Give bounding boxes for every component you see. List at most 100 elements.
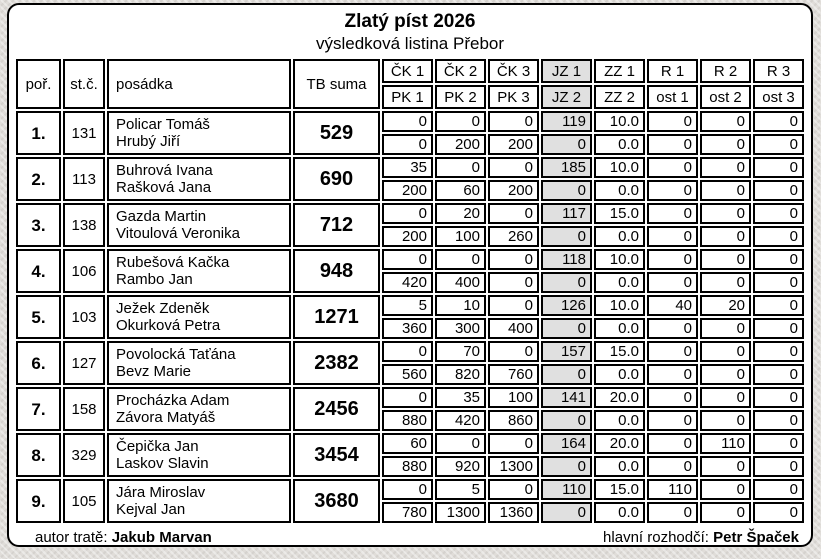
score-cell: 0 [488,203,539,224]
score-cell: 200 [488,134,539,155]
result-row: 9. 105 Jára Miroslav Kejval Jan 3680 0 5 0 110 15… [16,479,804,523]
score-cell: 0 [647,364,698,385]
crew-member-name: Laskov Slavin [116,455,209,472]
score-col-header: R 3 [753,59,804,83]
start-number-cell: 113 [63,157,105,201]
score-cell: 1360 [488,502,539,523]
rank-cell: 8. [16,433,61,477]
score-cell: 0 [541,410,592,431]
score-cell: 141 [541,387,592,408]
score-cell: 0 [753,203,804,224]
score-cell: 0.0 [594,272,645,293]
score-cell: 20.0 [594,433,645,454]
tb-sum-cell: 948 [293,249,380,293]
header-row-bottom: PK 1 PK 2 PK 3 JZ 2 ZZ 2 ost 1 ost 2 ost 3 [16,85,804,109]
col-header-crew: posádka [107,59,291,109]
score-cell: 0 [541,456,592,477]
score-cell: 0 [753,479,804,500]
score-col-header: ZZ 1 [594,59,645,83]
tb-sum-cell: 712 [293,203,380,247]
score-cell: 0 [382,249,433,270]
score-cell: 200 [435,134,486,155]
score-cell: 0 [700,111,751,132]
score-cell: 0 [647,249,698,270]
score-cell: 0 [647,318,698,339]
score-cell: 0 [647,341,698,362]
crew-member-name: Gazda Martin [116,208,207,225]
start-number-cell: 158 [63,387,105,431]
author-label: autor tratě: [35,529,112,546]
score-cell: 0 [488,479,539,500]
footer: autor tratě: Jakub Marvan hlavní rozhodč… [11,525,809,548]
crew-cell: Rubešová Kačka Rambo Jan [107,249,291,293]
score-cell: 0 [541,226,592,247]
page-title: Zlatý píst 2026 [344,11,476,32]
author-name: Jakub Marvan [111,529,212,546]
result-row: 6. 127 Povolocká Taťána Bevz Marie 2382 0 70 0 1… [16,341,804,385]
score-cell: 0 [647,502,698,523]
score-col-header: ZZ 2 [594,85,645,109]
tb-sum-cell: 1271 [293,295,380,339]
score-col-header: ost 3 [753,85,804,109]
crew-member-name: Rubešová Kačka [116,254,230,271]
score-cell: 420 [382,272,433,293]
page-subtitle: výsledková listina Přebor [315,34,505,53]
crew-member-name: Policar Tomáš [116,116,210,133]
crew-cell: Čepička Jan Laskov Slavin [107,433,291,477]
start-number-cell: 106 [63,249,105,293]
score-cell: 40 [647,295,698,316]
score-cell: 200 [382,180,433,201]
score-cell: 0 [700,364,751,385]
score-cell: 20 [700,295,751,316]
score-cell: 780 [382,502,433,523]
start-number-cell: 131 [63,111,105,155]
score-col-header: ČK 1 [382,59,433,83]
score-cell: 0 [647,456,698,477]
score-cell: 860 [488,410,539,431]
tb-sum-cell: 2456 [293,387,380,431]
score-cell: 35 [382,157,433,178]
footer-author: autor tratě: Jakub Marvan [35,528,212,548]
score-cell: 260 [488,226,539,247]
score-cell: 0 [700,226,751,247]
crew-member-name: Kejval Jan [116,501,186,518]
score-cell: 0 [382,134,433,155]
score-cell: 0 [700,479,751,500]
crew-cell: Jára Miroslav Kejval Jan [107,479,291,523]
score-cell: 0 [541,272,592,293]
results-table-body: 1. 131 Policar Tomáš Hrubý Jiří 529 0 0 0 119 10.… [16,111,804,523]
score-cell: 0 [753,295,804,316]
score-cell: 0.0 [594,226,645,247]
score-col-header: PK 1 [382,85,433,109]
score-cell: 0 [647,433,698,454]
score-cell: 20 [435,203,486,224]
score-cell: 0 [541,180,592,201]
score-cell: 0.0 [594,502,645,523]
score-cell: 100 [488,387,539,408]
crew-cell: Procházka Adam Závora Matyáš [107,387,291,431]
rank-cell: 3. [16,203,61,247]
crew-member-name: Procházka Adam [116,392,230,409]
score-cell: 15.0 [594,203,645,224]
rank-cell: 6. [16,341,61,385]
crew-member-name: Závora Matyáš [116,409,216,426]
score-cell: 0 [753,364,804,385]
result-row-second-line: 0 200 200 0 0.0 0 0 0 [16,134,804,155]
score-cell: 15.0 [594,341,645,362]
result-row-second-line: 200 100 260 0 0.0 0 0 0 [16,226,804,247]
crew-member-name: Rašková Jana [116,179,212,196]
score-cell: 400 [488,318,539,339]
score-cell: 200 [488,180,539,201]
result-row: 5. 103 Ježek Zdeněk Okurková Petra 1271 5 10 0 1… [16,295,804,339]
score-col-header: PK 3 [488,85,539,109]
score-col-header: R 1 [647,59,698,83]
score-cell: 0 [488,272,539,293]
start-number-cell: 103 [63,295,105,339]
score-cell: 0 [753,226,804,247]
result-row-second-line: 880 920 1300 0 0.0 0 0 0 [16,456,804,477]
result-row-second-line: 880 420 860 0 0.0 0 0 0 [16,410,804,431]
score-col-header: ČK 3 [488,59,539,83]
score-cell: 0 [753,180,804,201]
score-cell: 300 [435,318,486,339]
